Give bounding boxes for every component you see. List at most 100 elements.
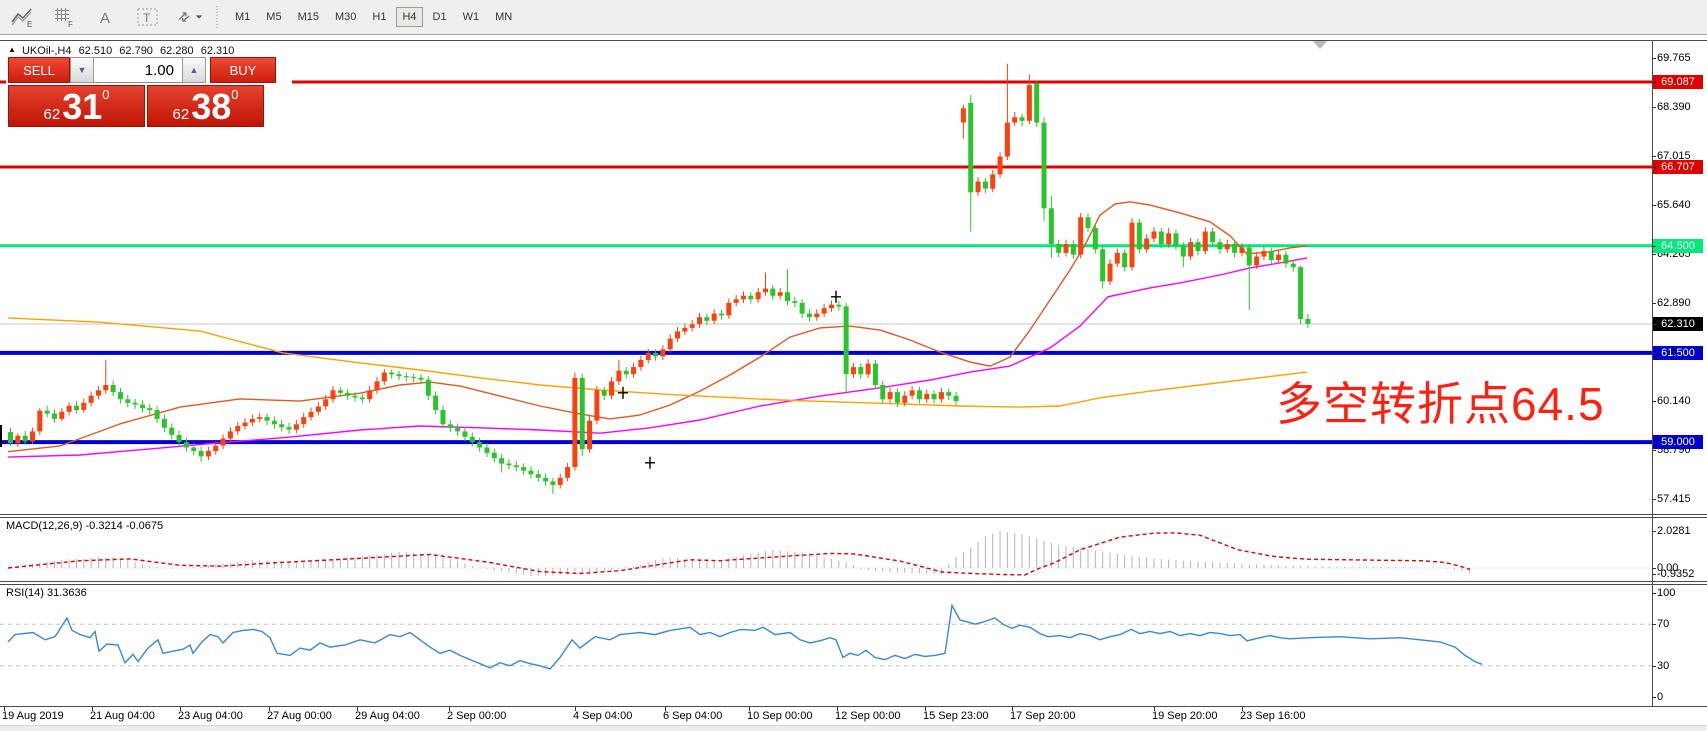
time-tick-label: 2 Sep 00:00: [447, 710, 507, 722]
price-tick-69.765: 69.765: [1657, 51, 1691, 64]
rsi-tick-100: 100: [1657, 587, 1676, 599]
timeframe-button-MN[interactable]: MN: [495, 11, 513, 23]
annotation-text: 多空转折点64.5: [1276, 378, 1605, 430]
axis-tick-mark: [1652, 665, 1656, 667]
axis-tick-mark: [1652, 352, 1656, 354]
time-tick-label: 23 Aug 04:00: [178, 710, 243, 722]
time-tick-label: 21 Aug 04:00: [90, 710, 155, 722]
drawing-toolbar: E F A: [0, 5, 204, 29]
timeframe-button-H4[interactable]: H4: [396, 7, 423, 27]
time-tick-label: 12 Sep 00:00: [835, 710, 901, 722]
partial-bar-fragment: [0, 425, 2, 447]
time-tick-mark: [1154, 707, 1155, 711]
label-icon[interactable]: T: [134, 5, 162, 29]
price-badge-62.310: 62.310: [1653, 316, 1703, 331]
time-tick-mark: [357, 707, 358, 711]
axis-tick-mark: [1652, 106, 1656, 108]
sell-price-big: 31: [62, 86, 103, 127]
ma-slow-line: [7, 317, 1308, 408]
text-icon[interactable]: A: [92, 5, 120, 29]
volume-increase-button[interactable]: ▲: [182, 57, 206, 83]
axis-tick-mark: [1652, 323, 1656, 325]
buy-price-prefix: 62: [172, 106, 190, 123]
svg-text:F: F: [68, 20, 73, 28]
timeframe-button-M5[interactable]: M5: [266, 11, 282, 23]
grid-icon[interactable]: F: [50, 5, 78, 29]
axis-tick-mark: [1652, 166, 1656, 168]
macd-tick--0.9352: -0.9352: [1657, 568, 1695, 580]
time-axis-border: [0, 706, 1707, 707]
timeframe-button-D1[interactable]: D1: [432, 11, 447, 23]
sell-price-sup: 0: [102, 87, 110, 102]
rsi-tick-30: 30: [1657, 659, 1670, 672]
toolbar: E F A: [0, 0, 1707, 35]
indicators-icon[interactable]: E: [8, 5, 36, 29]
sell-button[interactable]: SELL: [8, 57, 70, 83]
rsi-separator-top: [0, 581, 1707, 582]
rsi-tick-0: 0: [1657, 691, 1664, 703]
axis-tick-mark: [1652, 449, 1656, 451]
time-tick-label: 4 Sep 04:00: [573, 710, 633, 722]
axis-tick-mark: [1652, 498, 1656, 500]
trade-cross-marker: [618, 386, 628, 399]
macd-signal-line: [7, 532, 1471, 576]
price-tick-65.640: 65.640: [1657, 199, 1691, 212]
volume-decrease-button[interactable]: ▼: [70, 57, 94, 83]
time-tick-mark: [269, 707, 270, 711]
buy-price[interactable]: 62 38 0: [147, 85, 264, 127]
axis-tick-mark: [1652, 57, 1656, 59]
svg-text:A: A: [100, 10, 110, 27]
timeframe-button-M30[interactable]: M30: [334, 11, 357, 23]
macd-tick-2.0281: 2.0281: [1657, 525, 1691, 538]
price-tick-57.415: 57.415: [1657, 492, 1691, 505]
chart-shift-marker-icon[interactable]: [1313, 41, 1327, 49]
time-tick-label: 29 Aug 04:00: [355, 710, 420, 722]
chart-top-border: [0, 40, 1707, 41]
axis-tick-mark: [1652, 155, 1656, 157]
timeframe-button-W1[interactable]: W1: [462, 11, 480, 23]
time-tick-mark: [749, 707, 750, 711]
timeframe-button-H1[interactable]: H1: [372, 11, 387, 23]
timeframe-button-M1[interactable]: M1: [235, 11, 251, 23]
time-tick-mark: [4, 707, 5, 711]
axis-tick-mark: [1652, 442, 1656, 444]
volume-input[interactable]: [94, 57, 182, 83]
ma-mid-line: [7, 257, 1308, 458]
axis-tick-mark: [1652, 697, 1656, 698]
cursor-arrows-icon[interactable]: [176, 5, 204, 29]
symbol-arrow-icon: ▲: [8, 45, 16, 54]
bar-close: 62.310: [200, 45, 235, 57]
axis-tick-mark: [1652, 593, 1656, 594]
timeframe-button-M15[interactable]: M15: [297, 11, 319, 23]
symbol-info: ▲ UKOil-,H4 62.510 62.790 62.280 62.310: [8, 45, 238, 57]
rsi-separator-bottom: [0, 584, 1707, 585]
price-badge-59.000: 59.000: [1653, 435, 1703, 450]
svg-text:E: E: [27, 20, 32, 28]
buy-button[interactable]: BUY: [210, 57, 276, 83]
price-axis-border: [1652, 41, 1653, 706]
macd-separator-top: [0, 514, 1707, 515]
ma-fast-line: [7, 201, 1308, 453]
candles: [8, 63, 1311, 494]
time-tick-label: 27 Aug 00:00: [267, 710, 332, 722]
price-tick-60.140: 60.140: [1657, 395, 1691, 408]
time-tick-mark: [665, 707, 666, 711]
time-tick-mark: [575, 707, 576, 711]
axis-tick-mark: [1652, 245, 1656, 247]
time-tick-mark: [449, 707, 450, 711]
price-badge-66.707: 66.707: [1653, 159, 1703, 174]
sell-price[interactable]: 62 31 0: [8, 85, 145, 127]
time-tick-label: 19 Aug 2019: [2, 710, 64, 722]
axis-tick-mark: [1652, 531, 1656, 533]
buy-price-big: 38: [191, 86, 232, 127]
time-tick-mark: [92, 707, 93, 711]
toolbar-separator: [214, 6, 221, 28]
price-tick-62.890: 62.890: [1657, 297, 1691, 310]
axis-tick-mark: [1652, 82, 1656, 83]
sell-price-prefix: 62: [43, 106, 61, 123]
axis-tick-mark: [1652, 205, 1656, 207]
time-tick-label: 10 Sep 00:00: [747, 710, 813, 722]
time-tick-mark: [1242, 707, 1243, 711]
bar-low: 62.280: [160, 45, 194, 57]
